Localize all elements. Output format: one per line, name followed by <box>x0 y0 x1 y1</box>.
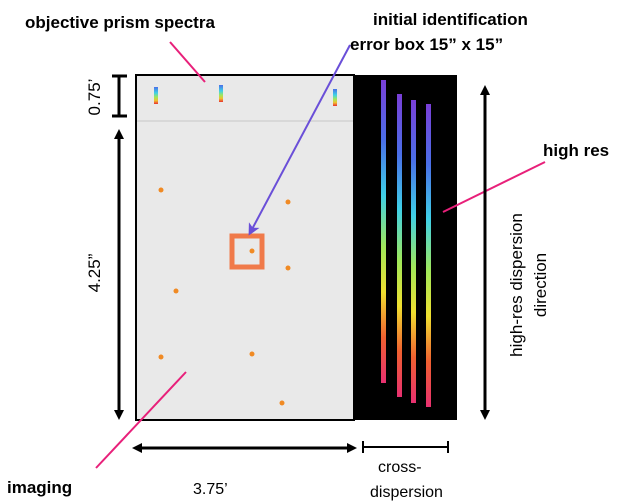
label-cross-dispersion-2: dispersion <box>370 484 443 501</box>
imaging-pointer <box>95 371 187 469</box>
star <box>249 248 255 254</box>
label-high-res-dispersion-1: high-res dispersion <box>507 213 526 357</box>
prism-spectrum <box>154 87 158 104</box>
label-initial-identification: initial identification <box>373 10 528 29</box>
label-imaging: imaging <box>7 478 72 497</box>
label-high-res-dispersion-2: direction <box>531 253 550 317</box>
label-error-box: error box 15” x 15” <box>350 35 503 54</box>
high-res-spectrum <box>411 100 416 403</box>
imaging-field <box>135 74 355 421</box>
high-res-pointer <box>442 161 546 213</box>
label-dim-075: 0.75’ <box>85 79 104 116</box>
star <box>173 288 179 294</box>
error-box-pointer-arrow <box>248 44 351 236</box>
prism-spectrum <box>333 89 337 106</box>
high-res-spectrum <box>426 104 431 407</box>
prism-spectra-pointer <box>169 41 206 83</box>
label-high-res: high res <box>543 141 609 160</box>
star <box>249 351 255 357</box>
label-dim-425: 4.25” <box>85 253 104 292</box>
label-cross-dispersion-1: cross- <box>378 459 422 476</box>
prism-spectrum <box>219 85 223 102</box>
star <box>279 400 285 406</box>
star <box>285 199 291 205</box>
high-res-spectrum <box>381 80 386 383</box>
star <box>158 187 164 193</box>
high-res-spectrum <box>397 94 402 397</box>
error-box <box>229 233 265 270</box>
label-dim-375: 3.75’ <box>193 481 228 498</box>
label-objective-prism-spectra: objective prism spectra <box>25 13 215 32</box>
star <box>158 354 164 360</box>
star <box>285 265 291 271</box>
high-res-field <box>354 75 457 420</box>
